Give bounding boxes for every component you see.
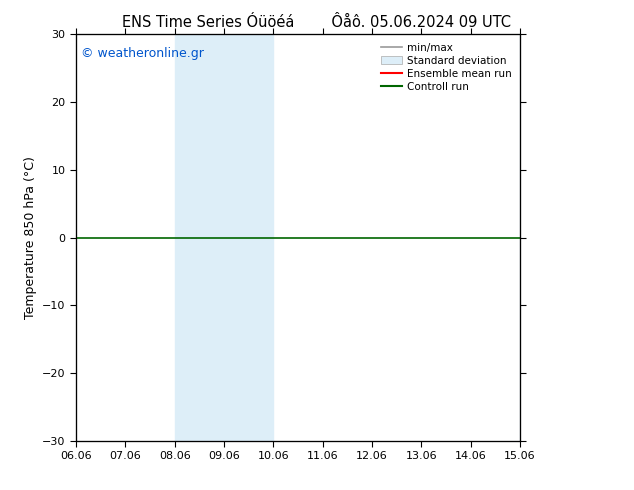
Text: ENS Time Series Óüöéá        Ôåô. 05.06.2024 09 UTC: ENS Time Series Óüöéá Ôåô. 05.06.2024 09… <box>122 15 512 30</box>
Legend: min/max, Standard deviation, Ensemble mean run, Controll run: min/max, Standard deviation, Ensemble me… <box>378 40 515 95</box>
Bar <box>224 34 273 441</box>
Bar <box>520 34 569 441</box>
Bar <box>569 34 619 441</box>
Bar <box>175 34 224 441</box>
Text: © weatheronline.gr: © weatheronline.gr <box>81 47 204 59</box>
Y-axis label: Temperature 850 hPa (°C): Temperature 850 hPa (°C) <box>23 156 37 319</box>
